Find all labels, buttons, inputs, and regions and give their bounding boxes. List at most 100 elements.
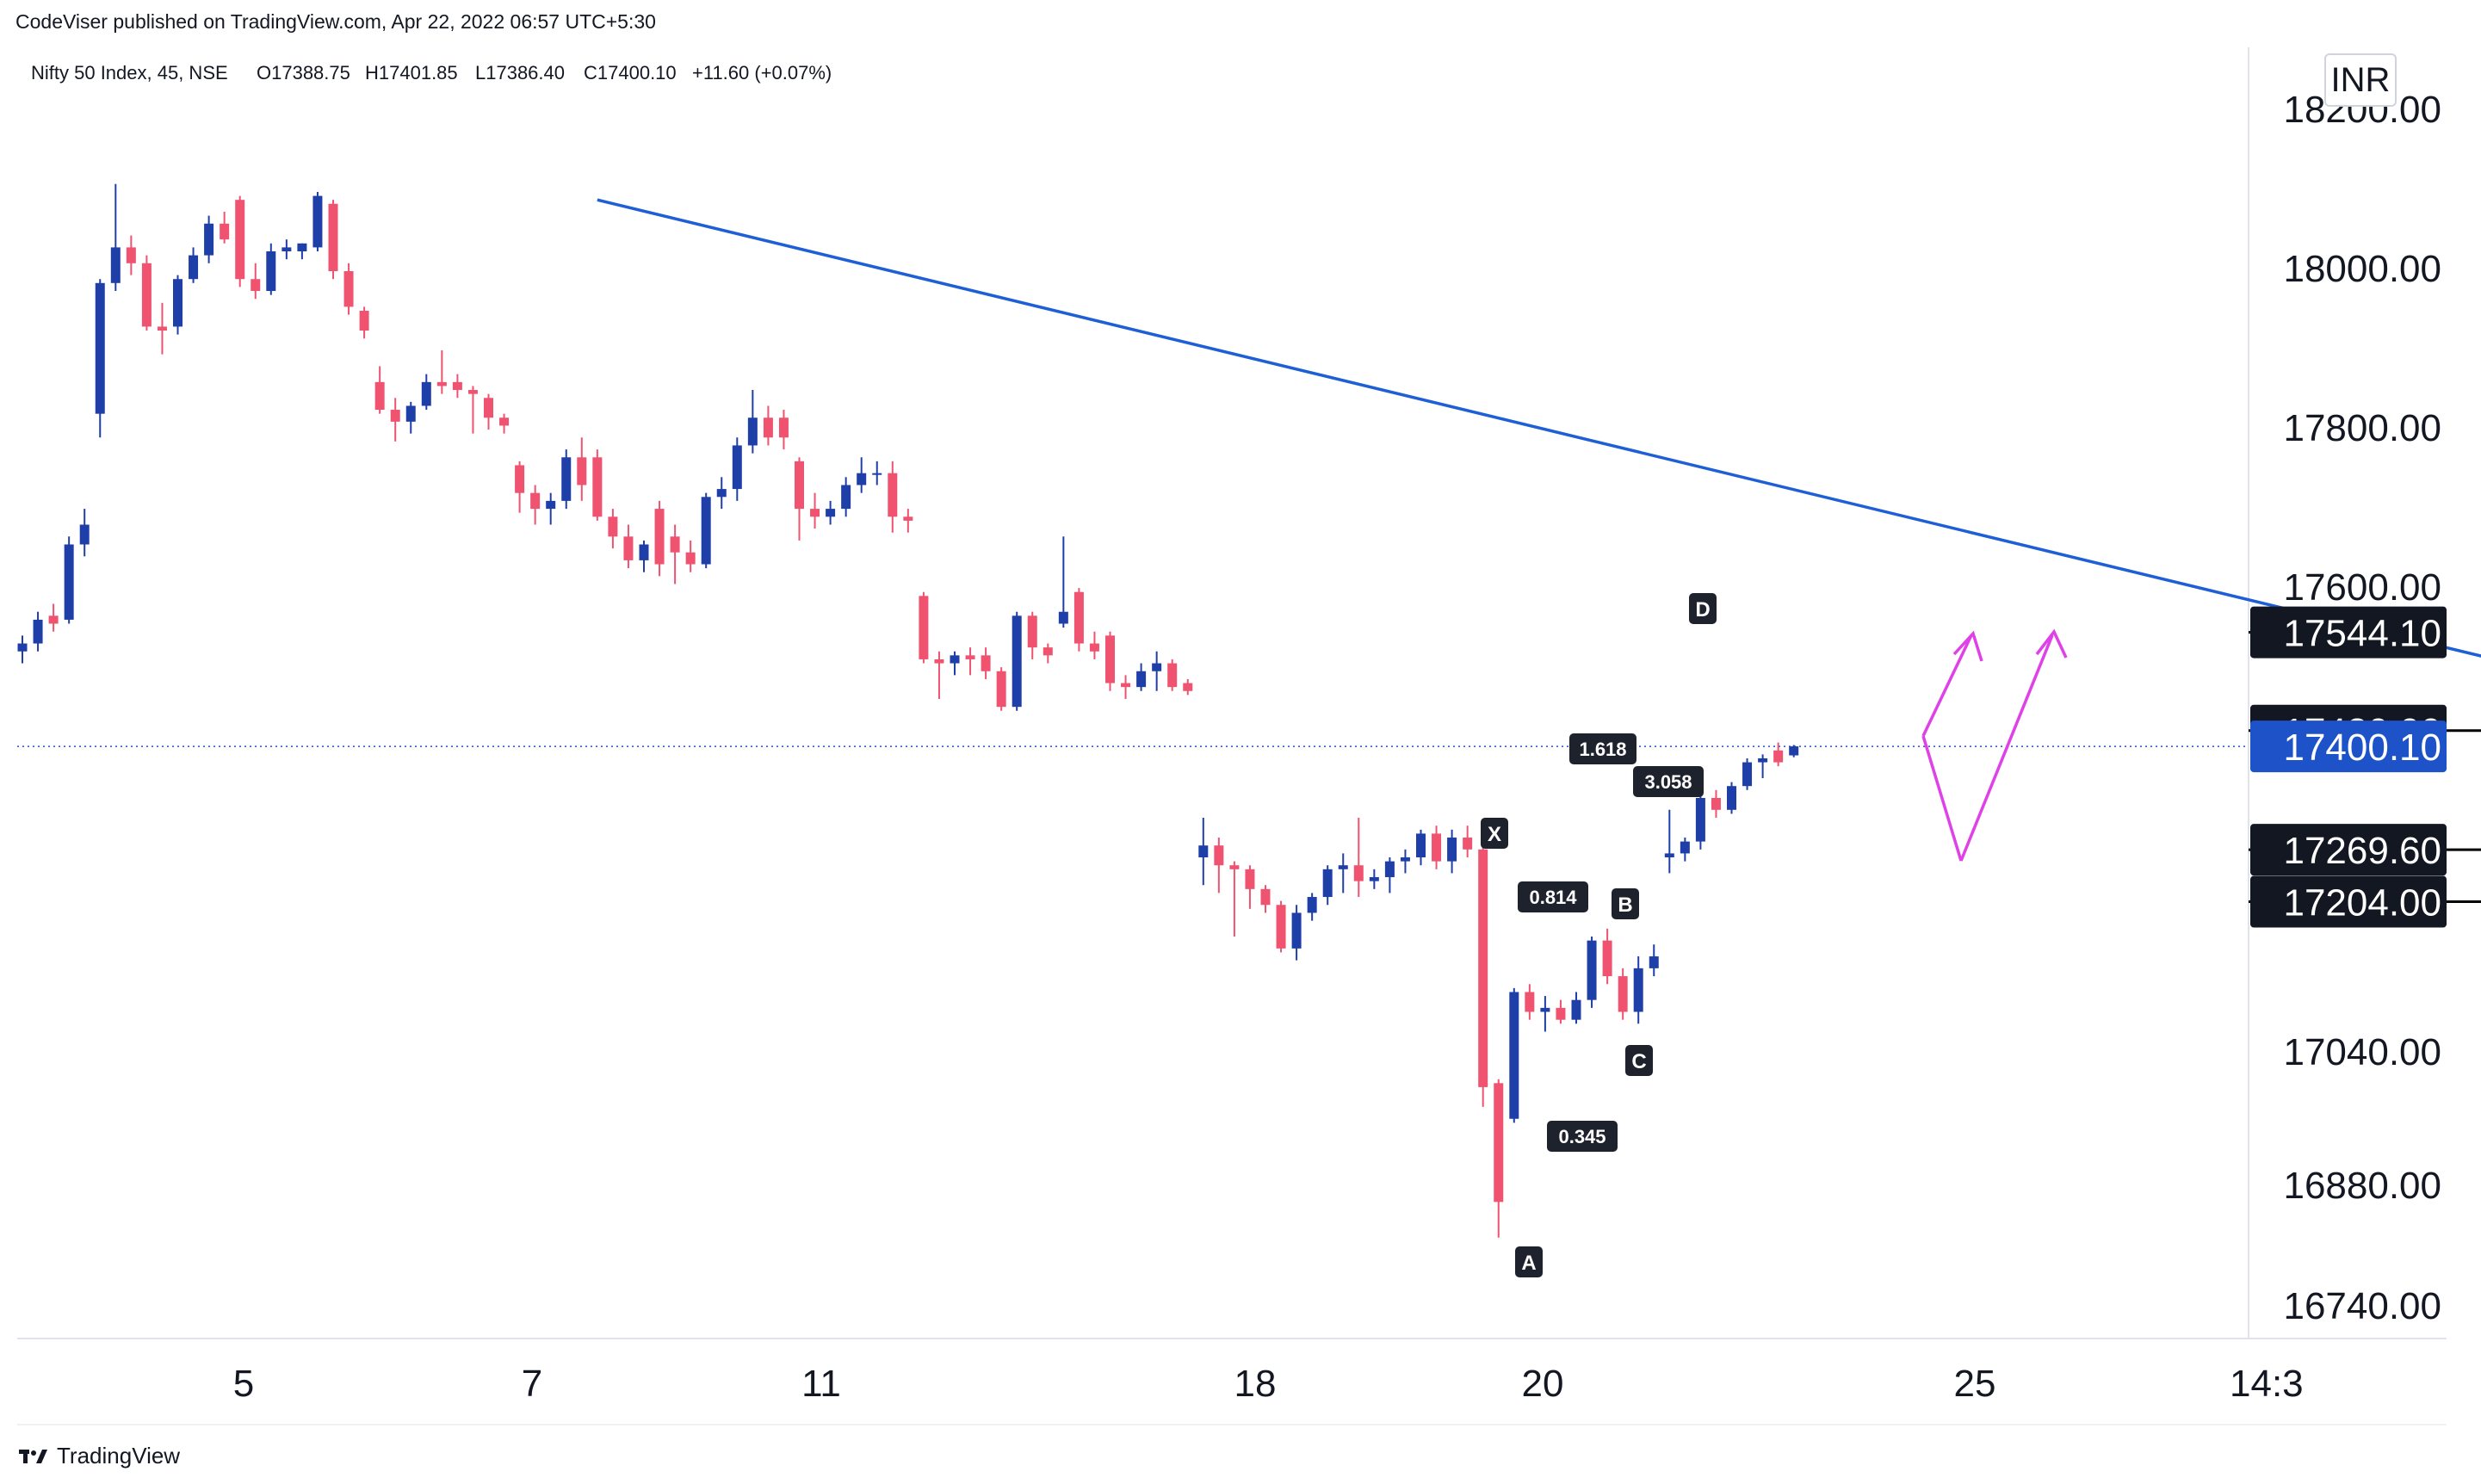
candle-body bbox=[1463, 838, 1473, 850]
candle bbox=[1680, 838, 1690, 862]
candle bbox=[1338, 853, 1348, 893]
candle bbox=[1416, 829, 1426, 866]
plot-area[interactable]: XABCD1.6183.0580.8140.34517544.1017420.0… bbox=[17, 183, 2481, 1277]
candle bbox=[1695, 794, 1705, 850]
candle-body bbox=[1369, 877, 1379, 881]
candle-body bbox=[390, 410, 400, 422]
pattern-point-c: C bbox=[1625, 1045, 1653, 1076]
candle bbox=[608, 509, 618, 549]
candle-body bbox=[841, 485, 851, 510]
ohlc-high: H17401.85 bbox=[365, 62, 458, 83]
candle-body bbox=[33, 619, 43, 644]
candle bbox=[436, 350, 447, 394]
candle bbox=[48, 603, 59, 632]
candle bbox=[841, 477, 851, 517]
projection-arrow-segment bbox=[1921, 735, 1963, 862]
candle bbox=[1602, 928, 1612, 985]
price-level-badge[interactable]: 17400.10 bbox=[2250, 720, 2447, 773]
date-label: 5 bbox=[233, 1363, 254, 1405]
candle bbox=[1711, 789, 1721, 819]
ohlc-symbol: Nifty 50 Index, 45, NSE bbox=[31, 62, 228, 83]
ratio-badge bbox=[1569, 733, 1636, 764]
candle bbox=[405, 401, 416, 434]
candle bbox=[499, 413, 510, 434]
candle bbox=[141, 255, 152, 331]
candle bbox=[1043, 643, 1053, 664]
price-level-badge-text: 17269.60 bbox=[2283, 830, 2441, 872]
candle-body bbox=[546, 500, 556, 510]
candle-body bbox=[1618, 976, 1628, 1012]
candle bbox=[1214, 838, 1224, 893]
candle bbox=[670, 524, 680, 584]
candle-body bbox=[561, 457, 572, 501]
candle-body bbox=[670, 536, 680, 553]
candle bbox=[1525, 984, 1535, 1020]
candle-body bbox=[1089, 643, 1099, 652]
candle bbox=[1540, 996, 1550, 1032]
candle bbox=[1183, 678, 1193, 696]
candle bbox=[965, 647, 975, 676]
candle-body bbox=[436, 381, 447, 386]
price-label: 17040.00 bbox=[2283, 1031, 2441, 1073]
pattern-point-a: A bbox=[1515, 1246, 1543, 1277]
candle bbox=[747, 390, 758, 454]
candle-body bbox=[1229, 865, 1240, 869]
candle-body bbox=[1198, 845, 1209, 858]
candle bbox=[934, 651, 944, 699]
pattern-point-badge bbox=[1515, 1246, 1543, 1277]
price-level-badge-bg bbox=[2250, 875, 2447, 928]
candle bbox=[1400, 849, 1410, 874]
ratio-label: 1.618 bbox=[1569, 733, 1636, 764]
candle bbox=[1229, 861, 1240, 937]
candle-body bbox=[810, 509, 820, 517]
candle-body bbox=[826, 509, 836, 517]
price-level-badge-bg bbox=[2250, 720, 2447, 773]
candle bbox=[204, 215, 214, 263]
candle-body bbox=[950, 655, 960, 664]
candle bbox=[1136, 663, 1147, 691]
candle bbox=[1384, 857, 1395, 893]
candle bbox=[421, 374, 431, 411]
candle-body bbox=[732, 445, 742, 490]
candle bbox=[1276, 900, 1286, 953]
tradingview-logo-icon bbox=[19, 1449, 47, 1463]
projection-arrow-head bbox=[2035, 628, 2068, 659]
date-label: 20 bbox=[1522, 1363, 1564, 1405]
price-level-badge[interactable]: 17544.10 bbox=[2250, 606, 2447, 659]
candle bbox=[639, 540, 649, 572]
candle bbox=[126, 235, 136, 275]
candle-body bbox=[1384, 861, 1395, 878]
candle-body bbox=[282, 247, 292, 251]
candle bbox=[1463, 825, 1473, 858]
candle-body bbox=[1167, 663, 1178, 688]
candle-body bbox=[1432, 833, 1442, 862]
candle-body bbox=[763, 417, 773, 438]
candle bbox=[17, 635, 28, 664]
candle-body bbox=[1152, 663, 1162, 671]
price-level-badge[interactable]: 17204.00 bbox=[2250, 875, 2447, 928]
candle bbox=[374, 366, 385, 414]
candle bbox=[220, 211, 230, 244]
candle-body bbox=[888, 473, 898, 517]
candle bbox=[266, 243, 276, 295]
candle-body bbox=[981, 655, 991, 671]
pattern-point-text: C bbox=[1631, 1050, 1646, 1073]
candle-body bbox=[1322, 869, 1333, 898]
header-published: CodeViser published on TradingView.com, … bbox=[15, 10, 656, 33]
pattern-point-badge bbox=[1612, 888, 1639, 919]
candle bbox=[1758, 754, 1768, 778]
candle bbox=[1260, 885, 1271, 913]
ratio-text: 0.345 bbox=[1558, 1126, 1606, 1147]
date-label: 14:3 bbox=[2230, 1363, 2304, 1405]
candle bbox=[1571, 992, 1581, 1024]
pattern-point-text: D bbox=[1695, 598, 1710, 621]
currency-button[interactable]: INR bbox=[2324, 53, 2397, 107]
candle-body bbox=[204, 223, 214, 256]
candle-body bbox=[312, 195, 323, 248]
candle-body bbox=[1276, 905, 1286, 949]
price-level-badge[interactable]: 17269.60 bbox=[2250, 824, 2447, 876]
date-label: 18 bbox=[1234, 1363, 1277, 1405]
candle bbox=[110, 183, 121, 292]
candle bbox=[530, 485, 541, 525]
